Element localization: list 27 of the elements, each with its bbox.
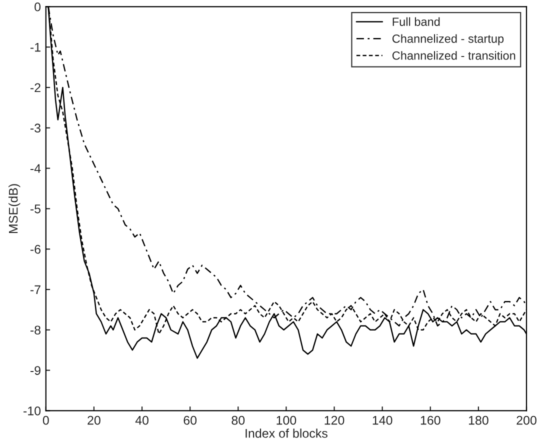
y-tick-label: -6 [30, 244, 40, 254]
legend-label: Channelized - startup [392, 34, 504, 46]
x-tick-label: 120 [324, 416, 344, 425]
y-tick-label: -1 [30, 42, 40, 52]
x-tick-label: 0 [42, 416, 49, 425]
x-tick-label: 100 [276, 416, 296, 425]
x-tick-label: 40 [135, 416, 148, 425]
x-tick-label: 180 [468, 416, 488, 425]
y-tick-label: -9 [30, 366, 40, 375]
y-axis-title: MSE(dB) [8, 184, 20, 234]
x-tick-label: 160 [420, 416, 440, 425]
y-tick-label: -7 [30, 285, 40, 294]
x-axis-title: Index of blocks [246, 428, 328, 438]
x-tick-label: 60 [184, 416, 197, 425]
legend-label: Full band [392, 17, 440, 26]
x-tick-label: 200 [516, 416, 536, 425]
x-tick-label: 140 [372, 416, 392, 425]
x-tick-label: 80 [232, 416, 245, 425]
legend-label: Channelized - transition [392, 51, 516, 60]
y-tick-label: -8 [30, 326, 40, 335]
x-tick-label: 20 [88, 416, 100, 425]
y-tick-label: -3 [30, 124, 40, 133]
y-tick-label: 0 [34, 2, 41, 12]
y-tick-label: -10 [24, 406, 41, 416]
y-tick-label: -2 [30, 83, 40, 92]
y-tick-label: -5 [30, 204, 41, 214]
y-tick-label: -4 [30, 164, 41, 173]
